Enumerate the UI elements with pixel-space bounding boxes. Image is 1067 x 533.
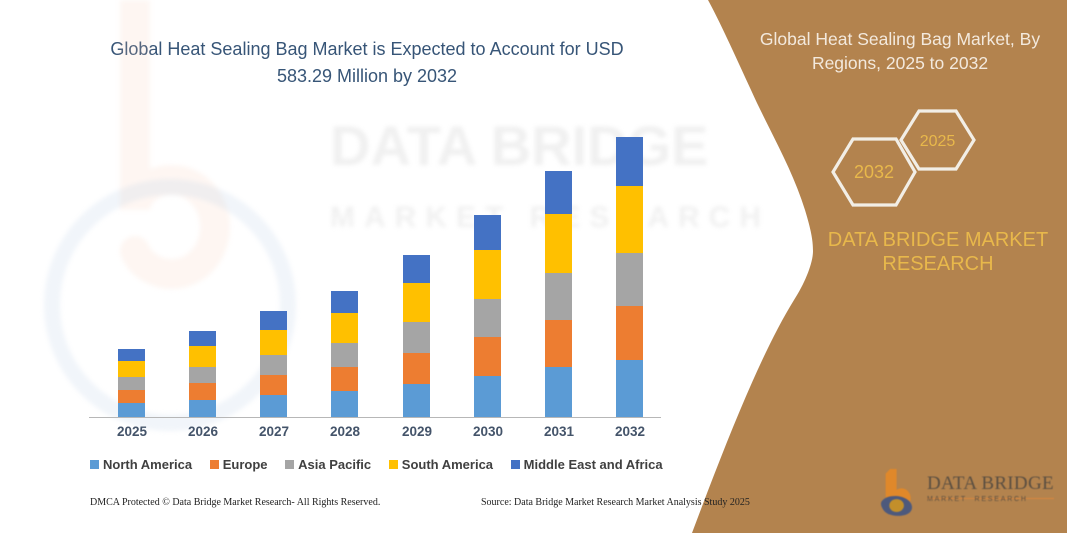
svg-text:2025: 2025 <box>920 133 956 150</box>
svg-text:2032: 2032 <box>854 162 894 182</box>
